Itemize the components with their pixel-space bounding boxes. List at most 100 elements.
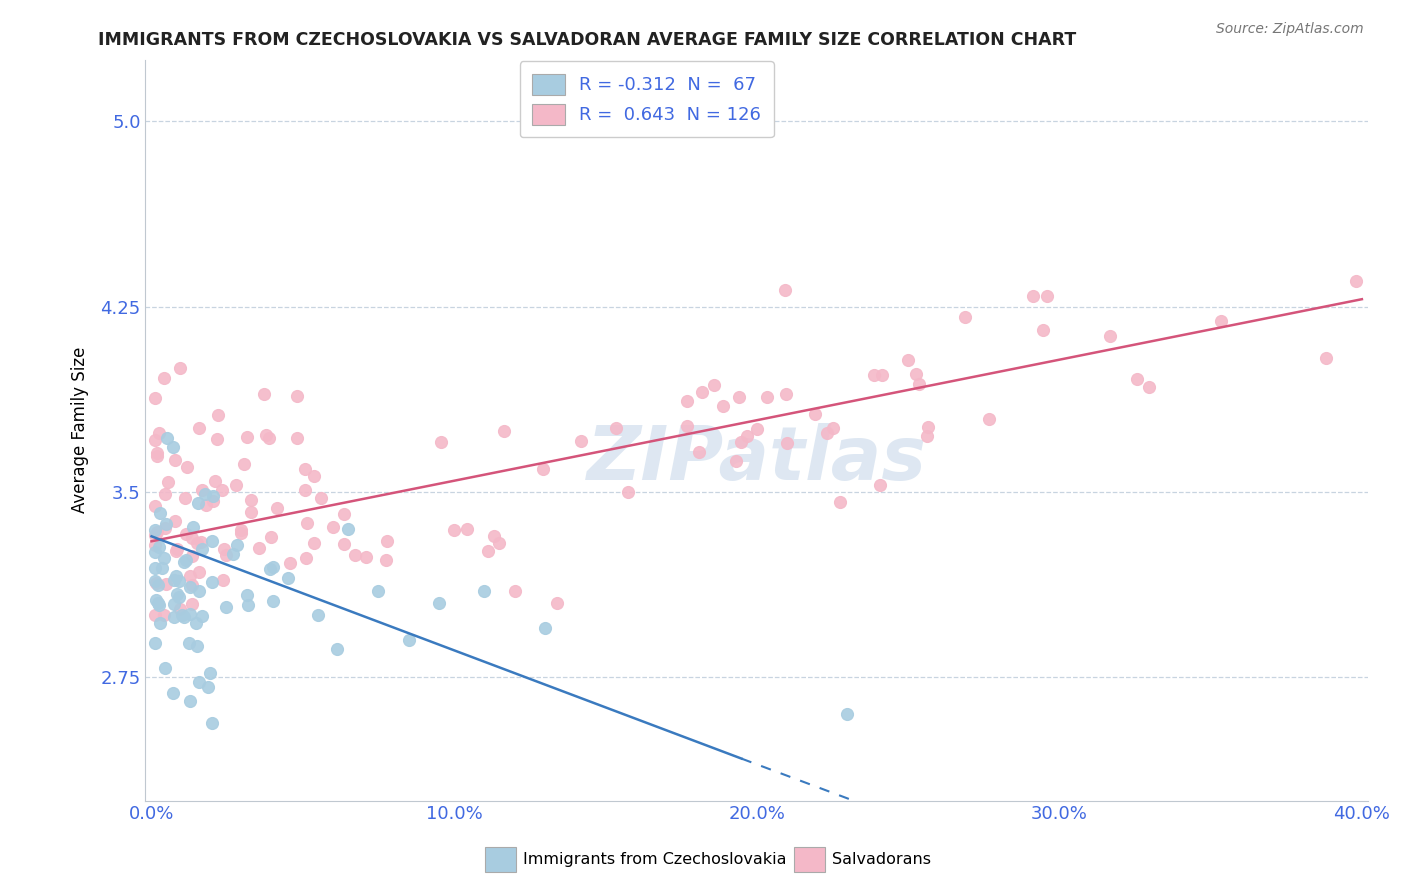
- Point: [294, 462, 316, 476]
- Point: [247, 541, 270, 555]
- Point: [153, 371, 176, 385]
- Point: [231, 523, 253, 537]
- Point: [254, 428, 277, 442]
- Point: [326, 641, 349, 656]
- Point: [153, 550, 176, 565]
- Point: [953, 310, 976, 325]
- Point: [143, 538, 166, 552]
- Point: [212, 542, 235, 557]
- Point: [145, 592, 167, 607]
- Point: [239, 493, 262, 508]
- Point: [197, 681, 219, 695]
- Point: [201, 715, 224, 730]
- Point: [188, 420, 211, 434]
- Point: [149, 506, 172, 520]
- Point: [398, 633, 420, 648]
- Point: [1022, 289, 1045, 303]
- Point: [253, 387, 276, 401]
- Point: [167, 574, 190, 589]
- Point: [143, 528, 166, 542]
- Point: [1137, 380, 1160, 394]
- Point: [897, 352, 920, 367]
- Point: [186, 639, 208, 653]
- Point: [713, 399, 735, 413]
- Point: [148, 596, 170, 610]
- Point: [823, 420, 845, 434]
- Point: [162, 441, 184, 455]
- Point: [174, 526, 197, 541]
- Point: [236, 430, 259, 444]
- Point: [198, 666, 221, 681]
- Text: Immigrants from Czechoslovakia: Immigrants from Czechoslovakia: [523, 853, 786, 867]
- Point: [163, 610, 186, 624]
- Point: [377, 533, 399, 548]
- Point: [211, 483, 233, 498]
- Point: [143, 500, 166, 514]
- Point: [262, 594, 284, 608]
- Point: [773, 283, 796, 297]
- Point: [173, 555, 195, 569]
- Point: [233, 457, 256, 471]
- Point: [1099, 328, 1122, 343]
- Point: [294, 483, 316, 497]
- Point: [143, 636, 166, 650]
- Point: [202, 490, 225, 504]
- Point: [204, 474, 226, 488]
- Point: [295, 551, 318, 566]
- Point: [260, 529, 283, 543]
- Point: [153, 521, 176, 535]
- Point: [229, 525, 252, 540]
- Point: [179, 569, 201, 583]
- Point: [531, 462, 554, 476]
- Y-axis label: Average Family Size: Average Family Size: [72, 347, 89, 513]
- Point: [156, 430, 179, 444]
- Point: [148, 577, 170, 591]
- Point: [776, 436, 799, 450]
- Point: [177, 636, 200, 650]
- Point: [374, 553, 396, 567]
- Point: [155, 486, 177, 500]
- Point: [190, 541, 212, 556]
- Point: [148, 425, 170, 440]
- Point: [166, 542, 188, 557]
- Point: [146, 525, 169, 540]
- Point: [148, 599, 170, 613]
- Point: [503, 583, 526, 598]
- Point: [181, 598, 204, 612]
- Legend: R = -0.312  N =  67, R =  0.643  N = 126: R = -0.312 N = 67, R = 0.643 N = 126: [520, 62, 773, 137]
- Point: [815, 426, 838, 441]
- Point: [905, 367, 928, 381]
- Point: [907, 376, 929, 391]
- Point: [297, 516, 319, 530]
- Point: [546, 596, 568, 610]
- Point: [201, 574, 224, 589]
- Point: [162, 686, 184, 700]
- Point: [236, 598, 259, 612]
- Point: [169, 361, 191, 376]
- Point: [1315, 351, 1337, 366]
- Point: [150, 561, 173, 575]
- Point: [163, 453, 186, 467]
- Point: [492, 424, 515, 438]
- Point: [605, 420, 627, 434]
- Point: [207, 409, 229, 423]
- Point: [155, 661, 177, 675]
- Point: [430, 435, 453, 450]
- Point: [188, 584, 211, 599]
- Point: [735, 429, 758, 443]
- Point: [155, 576, 177, 591]
- Point: [309, 491, 332, 505]
- Point: [201, 494, 224, 508]
- Point: [337, 522, 360, 536]
- Point: [149, 615, 172, 630]
- Point: [143, 433, 166, 447]
- Point: [703, 378, 725, 392]
- Point: [302, 469, 325, 483]
- Point: [181, 532, 204, 546]
- Point: [191, 483, 214, 498]
- Point: [143, 545, 166, 559]
- Point: [187, 565, 209, 579]
- Point: [187, 674, 209, 689]
- Point: [828, 495, 851, 509]
- Point: [174, 552, 197, 566]
